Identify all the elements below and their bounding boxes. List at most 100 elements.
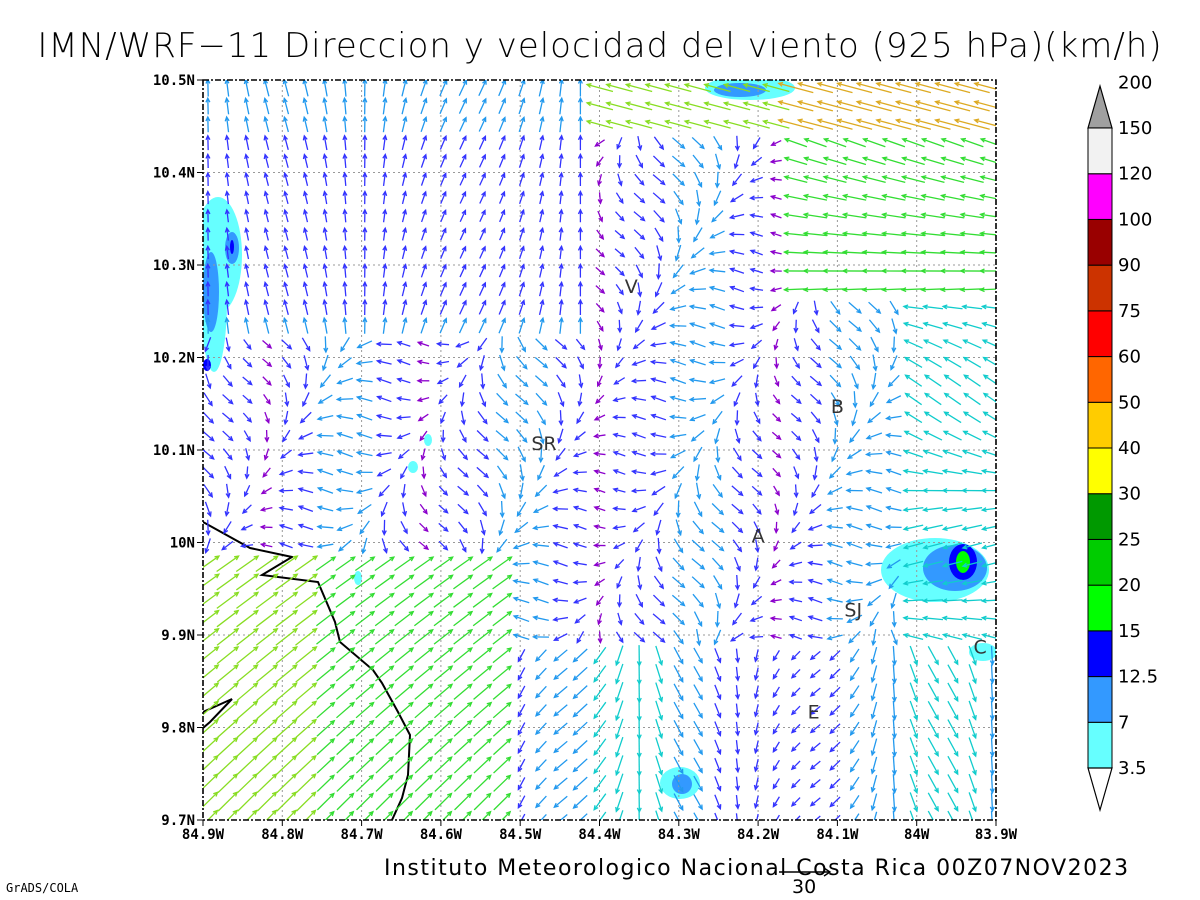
wind-vector	[420, 97, 428, 115]
wind-vector	[316, 647, 336, 664]
wind-vector	[934, 118, 971, 130]
wind-vector	[616, 576, 623, 590]
wind-vector	[807, 633, 823, 639]
wind-vector	[433, 556, 454, 572]
wind-vector	[242, 412, 253, 423]
wind-vector	[691, 576, 705, 589]
wind-vector	[851, 373, 859, 390]
wind-vector	[921, 507, 944, 513]
wind-vector	[885, 505, 902, 512]
wind-vector	[394, 647, 415, 664]
wind-vector	[235, 573, 260, 591]
wind-vector	[884, 432, 902, 438]
colorbar-label: 75	[1118, 301, 1141, 322]
wind-vector	[668, 323, 687, 329]
wind-vector	[256, 664, 279, 683]
lon-tick-label: 84W	[904, 827, 930, 843]
wind-vector	[693, 665, 703, 683]
wind-vector	[979, 193, 996, 200]
wind-vector	[459, 153, 467, 168]
colorbar-swatch	[1087, 218, 1113, 266]
wind-vector	[205, 298, 211, 316]
wind-vector	[355, 628, 376, 645]
wind-vector	[216, 627, 240, 646]
wind-vector	[574, 614, 586, 624]
wind-vector	[612, 542, 626, 549]
wind-vector	[711, 557, 724, 571]
wind-vector	[299, 411, 312, 424]
wind-vector	[636, 736, 642, 759]
wind-vector	[791, 521, 801, 534]
wind-vector	[845, 541, 863, 549]
wind-vector	[205, 115, 211, 133]
colorbar-label: 40	[1118, 438, 1141, 459]
wind-vector	[518, 80, 526, 97]
wind-vector	[263, 115, 270, 133]
wind-vector	[829, 668, 841, 680]
wind-vector	[722, 119, 751, 129]
colorbar-swatch	[1087, 584, 1113, 632]
wind-vector	[690, 247, 705, 259]
wind-vector	[501, 810, 512, 820]
wind-vector	[493, 792, 512, 811]
wind-vector	[947, 682, 959, 703]
wind-vector	[832, 409, 839, 427]
wind-vector	[593, 433, 606, 439]
wind-vector	[517, 685, 526, 700]
wind-vector	[890, 355, 898, 371]
wind-vector	[281, 356, 292, 369]
wind-vector	[342, 171, 348, 187]
wind-vector	[749, 305, 764, 311]
wind-vector	[894, 118, 932, 130]
wind-vector	[414, 665, 434, 682]
wind-vector	[558, 134, 564, 151]
wind-vector	[436, 377, 449, 385]
wind-vector	[829, 320, 842, 333]
wind-vector	[414, 737, 434, 756]
wind-vector	[597, 631, 603, 645]
wind-vector	[649, 451, 667, 457]
wind-vector	[927, 682, 939, 703]
lon-tick-label: 84.1W	[816, 827, 859, 843]
wind-vector	[376, 468, 392, 477]
wind-vector	[822, 137, 847, 148]
wind-vector	[278, 469, 293, 476]
wind-vector	[294, 573, 319, 591]
wind-vector	[709, 394, 725, 405]
wind-vector	[688, 286, 707, 293]
wind-vector	[753, 667, 759, 682]
wind-vector	[691, 136, 705, 150]
wind-vector	[714, 721, 722, 737]
wind-vector	[941, 321, 963, 330]
wind-vector	[875, 100, 912, 112]
wind-vector	[283, 226, 289, 241]
wind-vector	[472, 592, 493, 608]
wind-vector	[683, 83, 712, 93]
wind-vector	[891, 774, 897, 795]
wind-vector	[216, 591, 240, 609]
wind-vector	[902, 524, 924, 531]
wind-vector	[554, 339, 568, 350]
wind-vector	[336, 774, 355, 792]
wind-vector	[342, 80, 348, 97]
wind-vector	[335, 396, 354, 402]
wind-vector	[515, 411, 529, 424]
wind-vector	[811, 484, 820, 498]
station-label: A	[752, 526, 765, 548]
wind-vector	[282, 115, 289, 133]
wind-vector	[809, 742, 821, 752]
wind-vector	[842, 156, 867, 166]
wind-vector	[963, 392, 981, 406]
wind-vector	[753, 795, 759, 810]
wind-vector	[669, 305, 687, 312]
wind-vector	[909, 700, 919, 721]
wind-vector	[535, 740, 547, 754]
wind-vector	[275, 682, 298, 702]
wind-vector	[498, 519, 505, 537]
wind-vector	[294, 609, 318, 628]
wind-vector	[576, 356, 584, 370]
wind-vector	[595, 394, 605, 405]
wind-vector	[375, 452, 392, 458]
wind-vector	[904, 392, 923, 406]
wind-vector	[335, 628, 356, 645]
